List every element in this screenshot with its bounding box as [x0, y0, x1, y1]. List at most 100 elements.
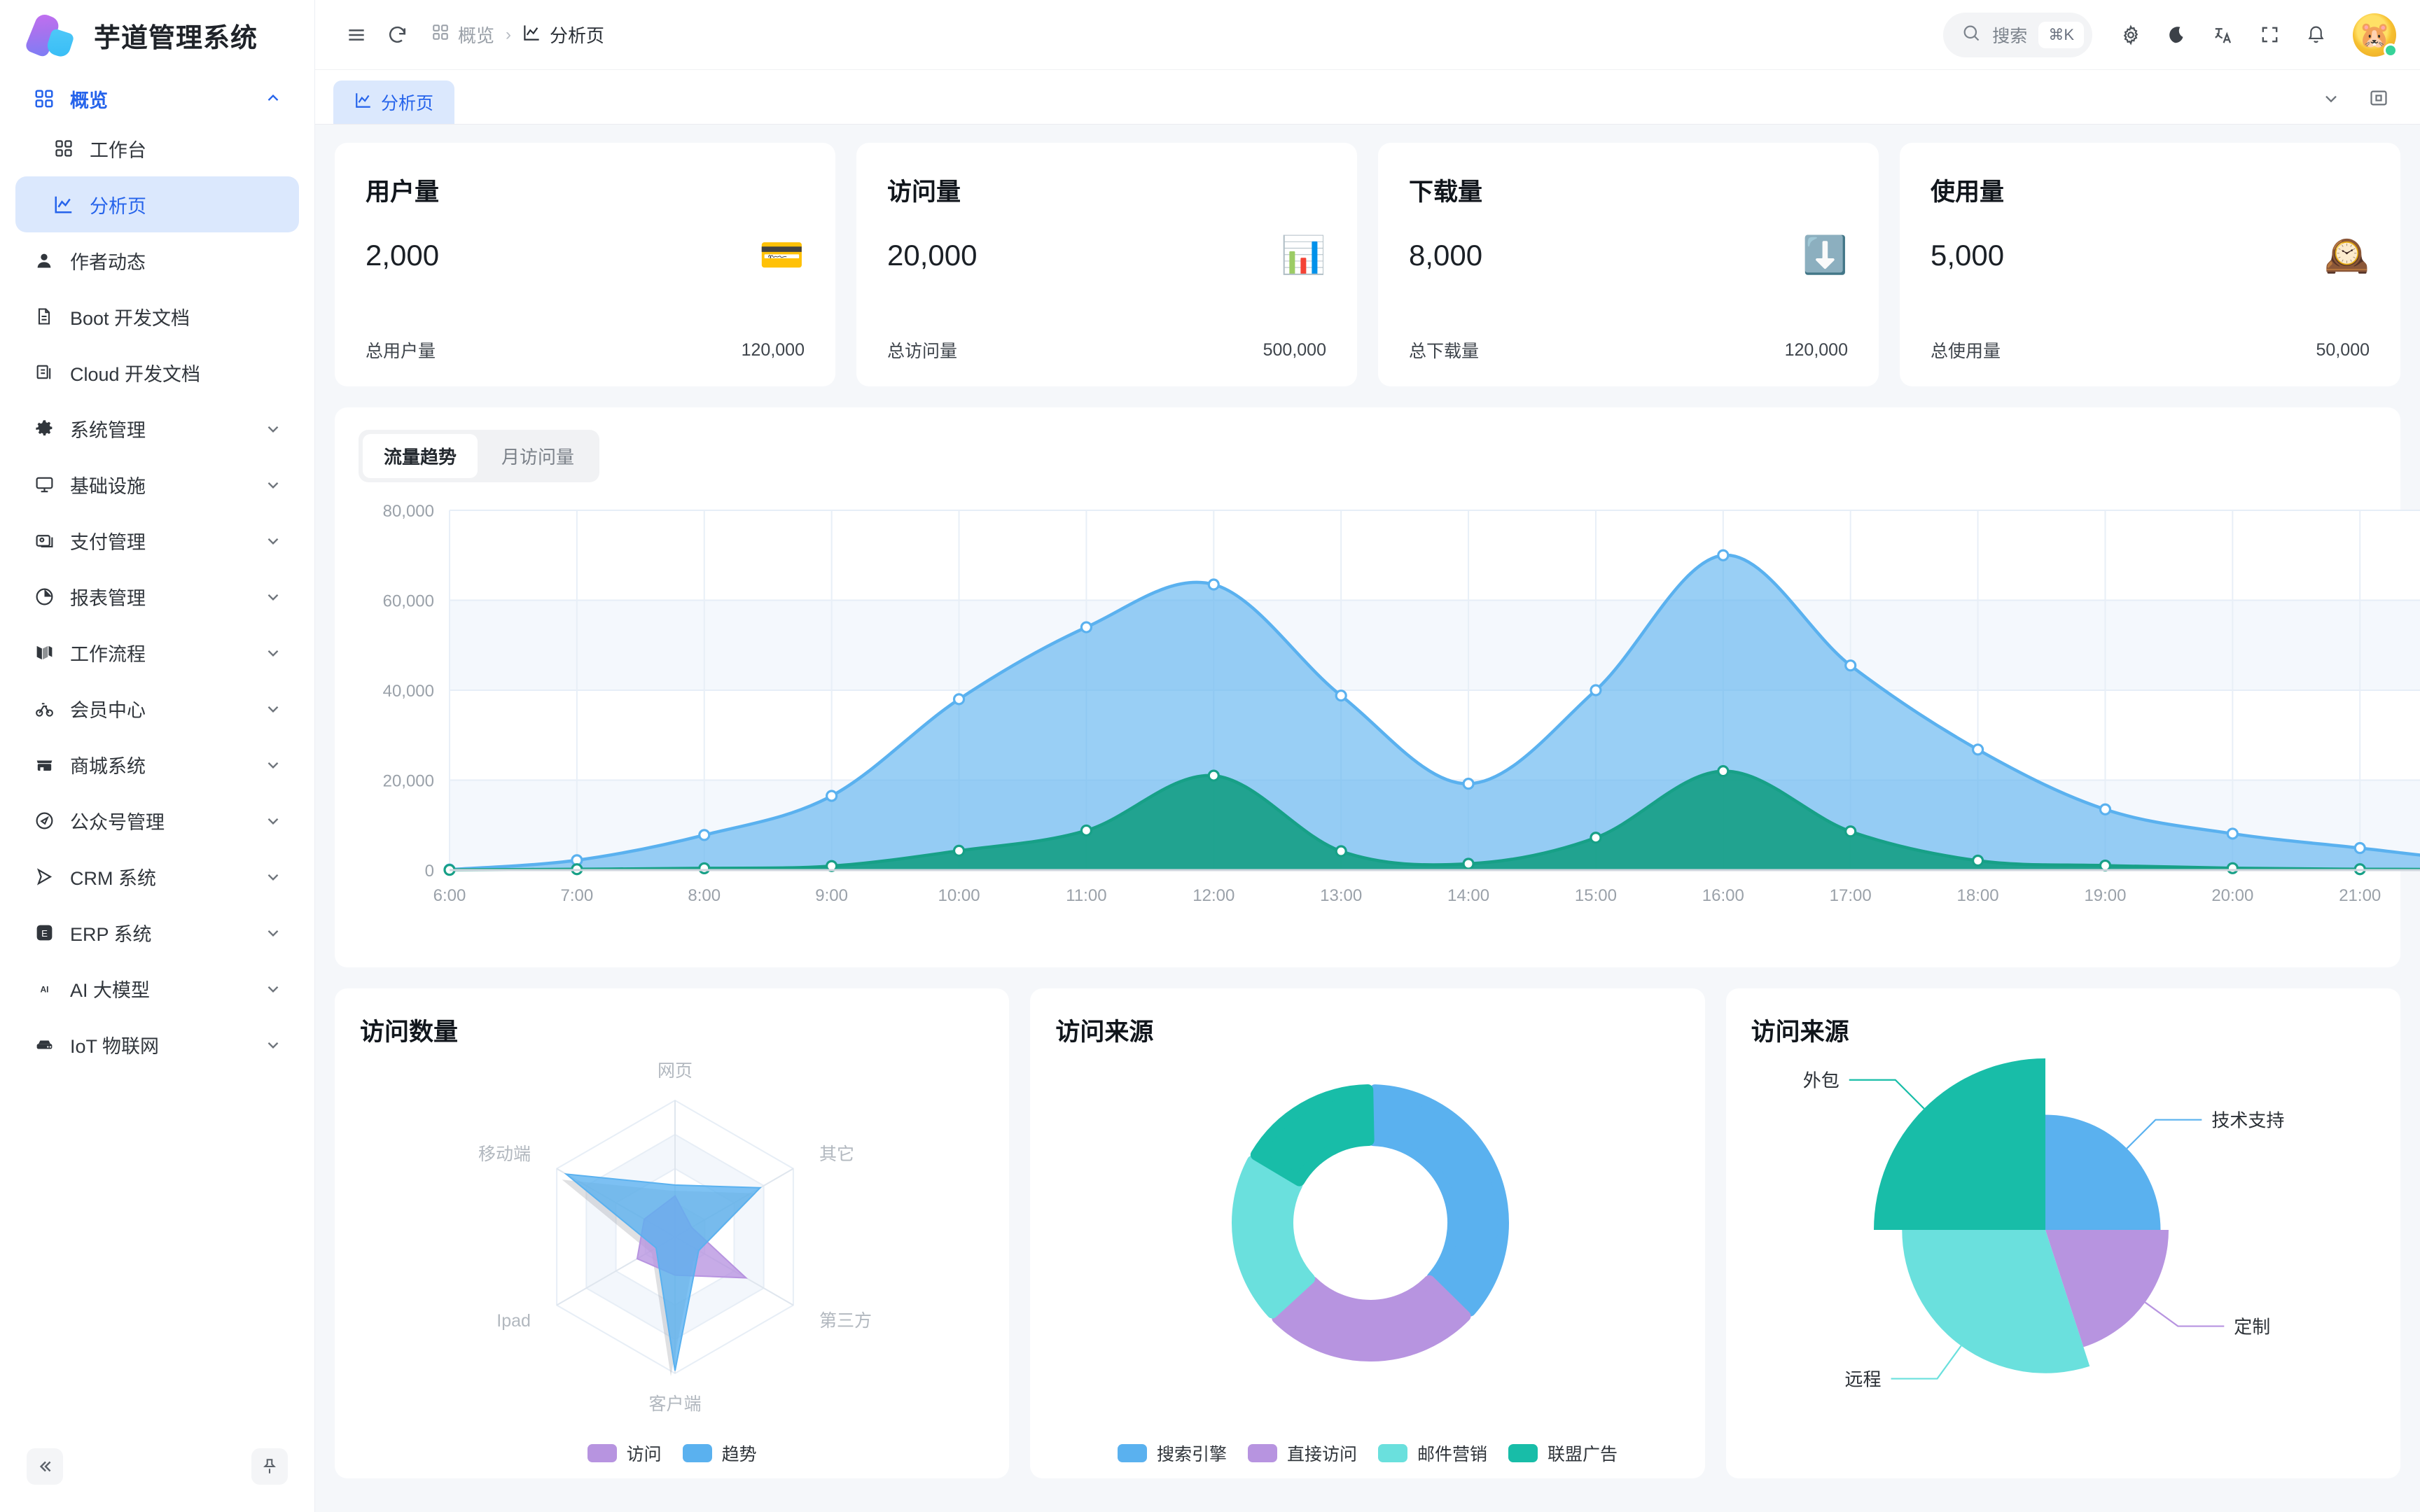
sidebar-item-infrastructure[interactable]: 基础设施	[15, 456, 299, 512]
sidebar-item-workbench[interactable]: 工作台	[15, 120, 299, 176]
moon-icon[interactable]	[2157, 15, 2197, 55]
radar-legend: 访问 趋势	[335, 1441, 1009, 1466]
sidebar-item-iot[interactable]: IoT 物联网	[15, 1016, 299, 1072]
stat-foot-label: 总访问量	[887, 342, 958, 361]
clock-icon: 🕰️	[2324, 235, 2370, 276]
chevron-down-icon[interactable]	[264, 1035, 282, 1054]
stat-value: 8,000	[1409, 239, 1483, 272]
sidebar-item-author-feed[interactable]: 作者动态	[15, 232, 299, 288]
chevron-down-icon[interactable]	[2311, 78, 2351, 118]
content-scroll[interactable]: 用户量 2,000 💳 总用户量 120,000 访问量 20,000 📊	[315, 125, 2420, 1512]
svg-text:客户端: 客户端	[648, 1394, 701, 1412]
pin-icon[interactable]	[251, 1448, 288, 1485]
grid-icon	[49, 139, 78, 158]
translate-icon[interactable]	[2203, 15, 2244, 55]
sidebar-item-erp[interactable]: E ERP 系统	[15, 904, 299, 960]
gear-icon[interactable]	[2110, 15, 2151, 55]
chevron-down-icon[interactable]	[264, 867, 282, 886]
chevron-down-icon[interactable]	[264, 531, 282, 550]
sidebar-item-crm[interactable]: CRM 系统	[15, 848, 299, 904]
sidebar-item-mall[interactable]: 商城系统	[15, 736, 299, 792]
sidebar-item-cloud-docs[interactable]: Cloud 开发文档	[15, 344, 299, 400]
legend-item[interactable]: 联盟广告	[1508, 1441, 1618, 1466]
stat-foot-label: 总用户量	[366, 342, 436, 361]
legend-item[interactable]: 直接访问	[1247, 1441, 1357, 1466]
avatar-emoji: 🐹	[2358, 20, 2391, 49]
stat-value: 2,000	[366, 239, 440, 272]
card-title: 访问来源	[1751, 1018, 1849, 1046]
chevron-down-icon[interactable]	[264, 923, 282, 941]
svg-text:17:00: 17:00	[1830, 886, 1872, 905]
svg-text:定制: 定制	[2234, 1317, 2270, 1338]
svg-text:网页: 网页	[658, 1061, 693, 1081]
tab-label: 分析页	[381, 94, 434, 113]
sidebar-group-label: 概览	[70, 90, 108, 111]
topbar: 概览 › 分析页 搜索 ⌘K	[315, 0, 2420, 70]
legend-item[interactable]: 邮件营销	[1377, 1441, 1487, 1466]
svg-text:80,000: 80,000	[383, 502, 434, 521]
sidebar-item-system-management[interactable]: 系统管理	[15, 400, 299, 456]
legend-swatch	[587, 1444, 617, 1462]
chevron-down-icon[interactable]	[264, 699, 282, 718]
chevron-down-icon[interactable]	[264, 643, 282, 662]
pie-percent-icon: 📊	[1281, 235, 1326, 276]
chevron-up-icon[interactable]	[264, 90, 282, 108]
card-title: 访问数量	[360, 1018, 459, 1046]
sidebar-item-label: Boot 开发文档	[70, 307, 190, 329]
sidebar-item-member[interactable]: 会员中心	[15, 680, 299, 736]
sidebar-item-label: Cloud 开发文档	[70, 363, 201, 385]
sidebar-group-overview[interactable]: 概览	[15, 77, 299, 120]
sidebar-item-payment[interactable]: 支付管理	[15, 512, 299, 568]
hamburger-icon[interactable]	[336, 15, 377, 55]
brand[interactable]: 芋道管理系统	[0, 0, 314, 70]
trend-tab-monthly[interactable]: 月访问量	[501, 447, 575, 468]
avatar[interactable]: 🐹	[2353, 13, 2398, 57]
legend-item[interactable]: 搜索引擎	[1117, 1441, 1227, 1466]
doc-icon	[29, 307, 59, 326]
chevrons-left-icon[interactable]	[27, 1448, 63, 1485]
donut-card: 访问来源 搜索引擎 直接访问 邮件营销 联盟广告	[1030, 988, 1705, 1478]
sidebar-item-ai[interactable]: AI AI 大模型	[15, 960, 299, 1016]
fullscreen-icon[interactable]	[2249, 15, 2290, 55]
refresh-icon[interactable]	[377, 15, 417, 55]
tab-analysis[interactable]: 分析页	[333, 80, 455, 124]
breadcrumb-item-analysis[interactable]: 分析页	[522, 22, 604, 48]
chevron-down-icon[interactable]	[264, 755, 282, 774]
sidebar-item-official-account[interactable]: 公众号管理	[15, 792, 299, 848]
pie-card: 访问来源 技术支持 定制 远程 外包	[1725, 988, 2400, 1478]
stat-cards-row: 用户量 2,000 💳 总用户量 120,000 访问量 20,000 📊	[335, 143, 2400, 386]
svg-text:8:00: 8:00	[688, 886, 721, 905]
chevron-down-icon[interactable]	[264, 419, 282, 438]
stat-card-usage: 使用量 5,000 🕰️ 总使用量 50,000	[1900, 143, 2400, 386]
search-input[interactable]: 搜索 ⌘K	[1943, 12, 2092, 57]
svg-text:40,000: 40,000	[383, 682, 434, 701]
sidebar-item-label: IoT 物联网	[70, 1035, 160, 1057]
legend-item[interactable]: 访问	[587, 1441, 662, 1466]
sidebar-item-analysis[interactable]: 分析页	[15, 176, 299, 232]
legend-swatch	[1117, 1444, 1147, 1462]
chevron-down-icon[interactable]	[264, 979, 282, 997]
sidebar-item-label: 商城系统	[70, 755, 146, 777]
taro-logo-icon	[24, 11, 76, 59]
svg-text:移动端: 移动端	[478, 1144, 531, 1164]
bell-icon[interactable]	[2295, 15, 2336, 55]
breadcrumb-item-overview[interactable]: 概览	[431, 22, 494, 48]
sidebar-item-workflow[interactable]: 工作流程	[15, 624, 299, 680]
svg-text:其它: 其它	[819, 1144, 854, 1164]
stat-foot-label: 总使用量	[1931, 342, 2001, 361]
chevron-down-icon[interactable]	[264, 587, 282, 606]
screen-expand-icon[interactable]	[2358, 78, 2399, 118]
sidebar-item-label: CRM 系统	[70, 867, 156, 889]
card-title: 访问来源	[1055, 1018, 1154, 1046]
sidebar-item-report[interactable]: 报表管理	[15, 568, 299, 624]
svg-text:15:00: 15:00	[1575, 886, 1617, 905]
sidebar-item-boot-docs[interactable]: Boot 开发文档	[15, 288, 299, 344]
chevron-down-icon[interactable]	[264, 475, 282, 493]
chevron-down-icon[interactable]	[264, 811, 282, 830]
trend-tab-traffic[interactable]: 流量趋势	[363, 434, 478, 478]
legend-item[interactable]: 趋势	[682, 1441, 757, 1466]
status-badge	[2384, 43, 2398, 57]
legend-label: 联盟广告	[1548, 1445, 1618, 1464]
svg-text:6:00: 6:00	[433, 886, 466, 905]
